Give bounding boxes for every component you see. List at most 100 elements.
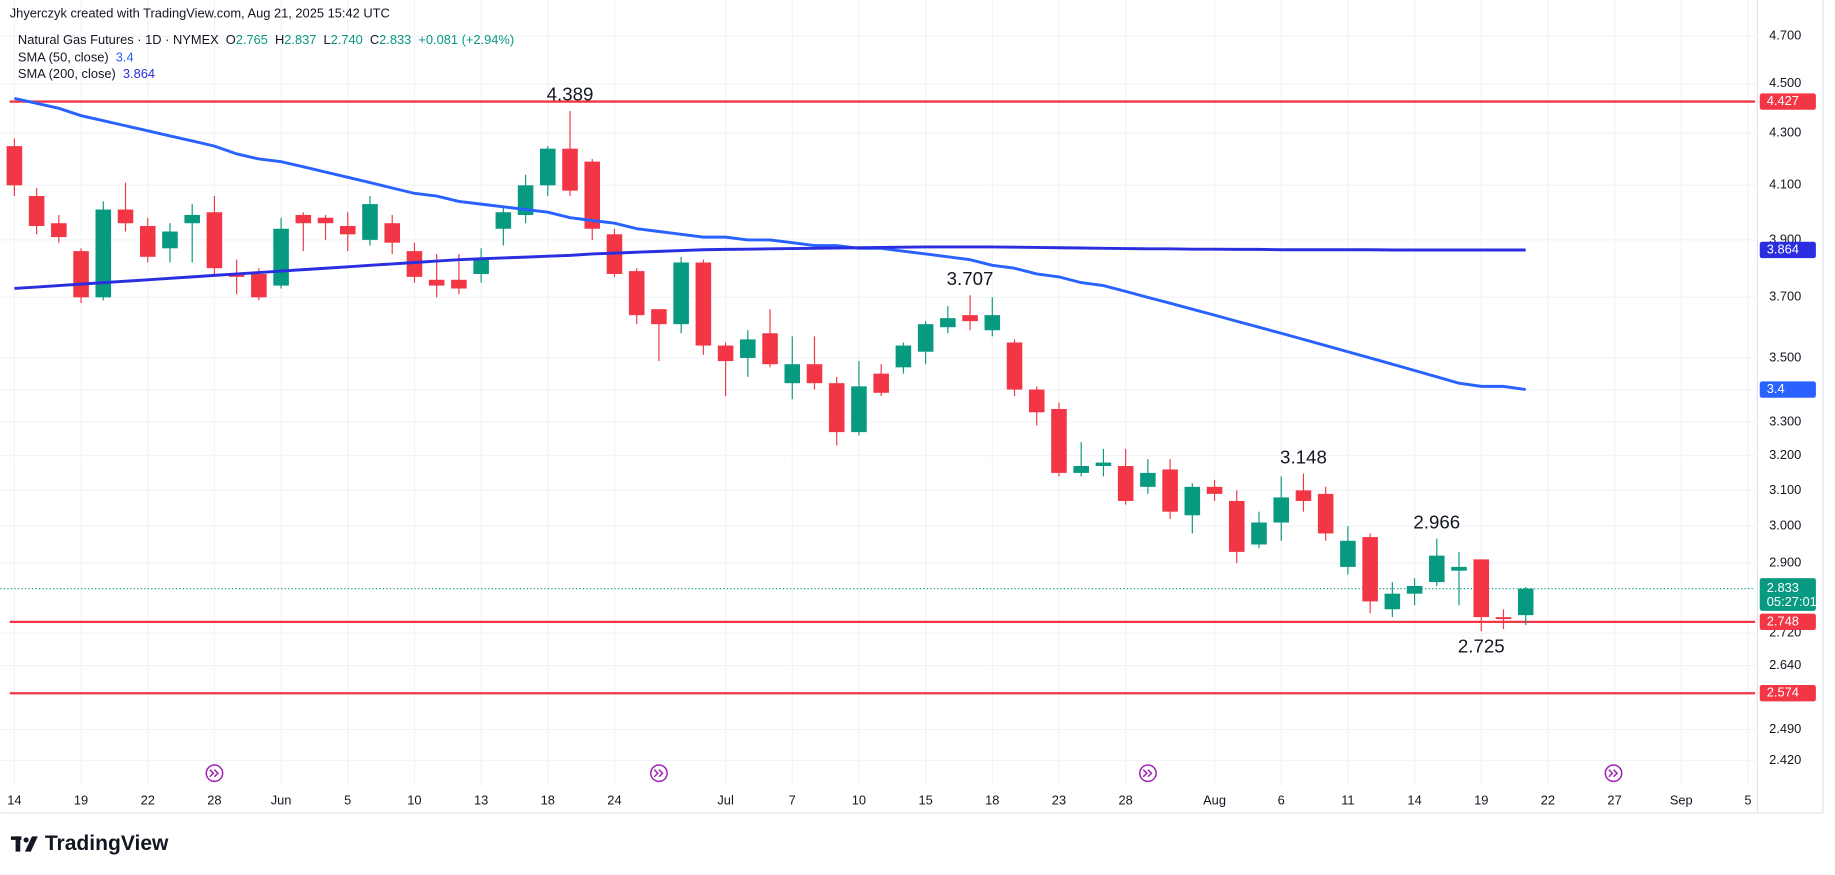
candle-body [1051,409,1067,473]
candle-body [428,279,445,286]
ohlc-label: L [323,32,330,47]
candle-body [940,318,956,328]
x-tick-label: 18 [541,793,555,808]
candle-body [695,262,712,346]
last-price-tag-bg [1759,578,1816,611]
sma-line [14,245,1526,290]
x-tick-label: 13 [474,793,488,808]
x-tick-label: 23 [1052,793,1066,808]
candle-body [1251,522,1267,545]
candle-body [873,373,889,393]
candle-body [1362,537,1378,602]
candle-body [73,251,89,298]
candle-body [273,228,289,286]
candle-body [28,196,45,226]
candle-body [1473,559,1490,618]
candle-body [1406,585,1423,594]
candle-body [562,148,578,191]
logo-mark [10,836,38,852]
candle-body [740,339,756,358]
sma-line [14,96,1526,391]
legend-sma200: SMA (200, close) 3.864 [18,66,155,81]
x-tick-label: 11 [1341,793,1354,808]
candle-body [95,209,112,298]
x-tick-label: 22 [141,793,155,808]
candle-body [540,148,556,186]
annotation: 3.707 [947,268,994,289]
x-tick-label: 5 [1744,793,1751,808]
candle-body [962,315,978,322]
level-tag-bg [1759,93,1816,110]
y-tick-label: 4.700 [1769,28,1801,43]
candle-body [1340,540,1356,567]
x-tick-label: 14 [7,793,21,808]
y-tick-label: 2.420 [1769,752,1801,767]
y-tick-label: 4.500 [1769,75,1801,90]
y-tick-label: 2.640 [1769,657,1801,672]
candle-body [1228,500,1245,552]
candle-body [339,225,356,235]
y-tick-label: 4.100 [1769,177,1801,192]
y-tick-label: 3.500 [1769,349,1801,364]
y-tick-label: 2.900 [1769,555,1801,570]
candle-body [139,225,156,257]
logo-shape [23,837,29,843]
candle-body [317,217,334,224]
annotation: 4.389 [547,84,594,105]
x-tick-label: 28 [207,793,221,808]
ohlc-label: O [226,32,236,47]
candle-body [1517,588,1534,616]
candle-body [651,309,667,325]
level-tag: 2.574 [1767,685,1799,700]
logo-shape [15,836,21,852]
candle-body [51,223,67,238]
candle-body [1162,469,1178,512]
x-tick-label: 24 [607,793,621,808]
candle-body [1095,462,1112,466]
annotation: 2.725 [1458,635,1505,656]
candle-body [1429,555,1445,583]
candle-body [984,315,1001,331]
logo-shape [24,836,38,852]
x-tick-label: 10 [852,793,866,808]
event-icon[interactable] [205,764,224,783]
candle-body [1140,472,1156,487]
candle-body [828,383,845,433]
candle-body [162,231,178,249]
event-icon[interactable] [650,764,668,783]
candle-body [1117,466,1134,501]
candle-body [1184,486,1201,516]
legend-sma50: SMA (50, close) 3.4 [18,50,134,65]
x-tick-label: 27 [1607,793,1621,808]
y-tick-label: 4.300 [1769,125,1801,140]
ohlc-value: 2.740 [331,32,363,47]
x-tick-label: 10 [407,793,421,808]
x-tick-label: 28 [1118,793,1132,808]
last-price-tag: 2.833 [1767,580,1799,595]
x-tick-label: 6 [1278,793,1285,808]
candle-body [451,279,467,289]
y-tick-label: 2.490 [1769,721,1801,736]
candle-body [1273,497,1290,523]
candle-body [717,345,734,362]
candle-body [1073,466,1089,473]
candle-body [628,271,645,316]
y-tick-label: 3.100 [1769,482,1801,497]
annotation: 2.966 [1413,511,1460,532]
ohlc-value: 2.833 [379,32,411,47]
y-tick-label: 3.200 [1769,447,1801,462]
candle-body [1384,593,1401,610]
candle-body [6,146,23,186]
candle-body [673,262,689,325]
candle-body [806,364,823,384]
grid [0,0,1756,787]
candle-body [206,212,223,269]
event-icon[interactable] [1604,764,1623,783]
x-tick-label: 22 [1541,793,1555,808]
logo-text: TradingView [45,832,169,855]
credit: Jhyerczyk created with TradingView.com, … [10,5,390,20]
event-icon[interactable] [1138,764,1157,783]
legend-value: 3.4 [116,50,134,65]
x-tick-label: 15 [918,793,932,808]
